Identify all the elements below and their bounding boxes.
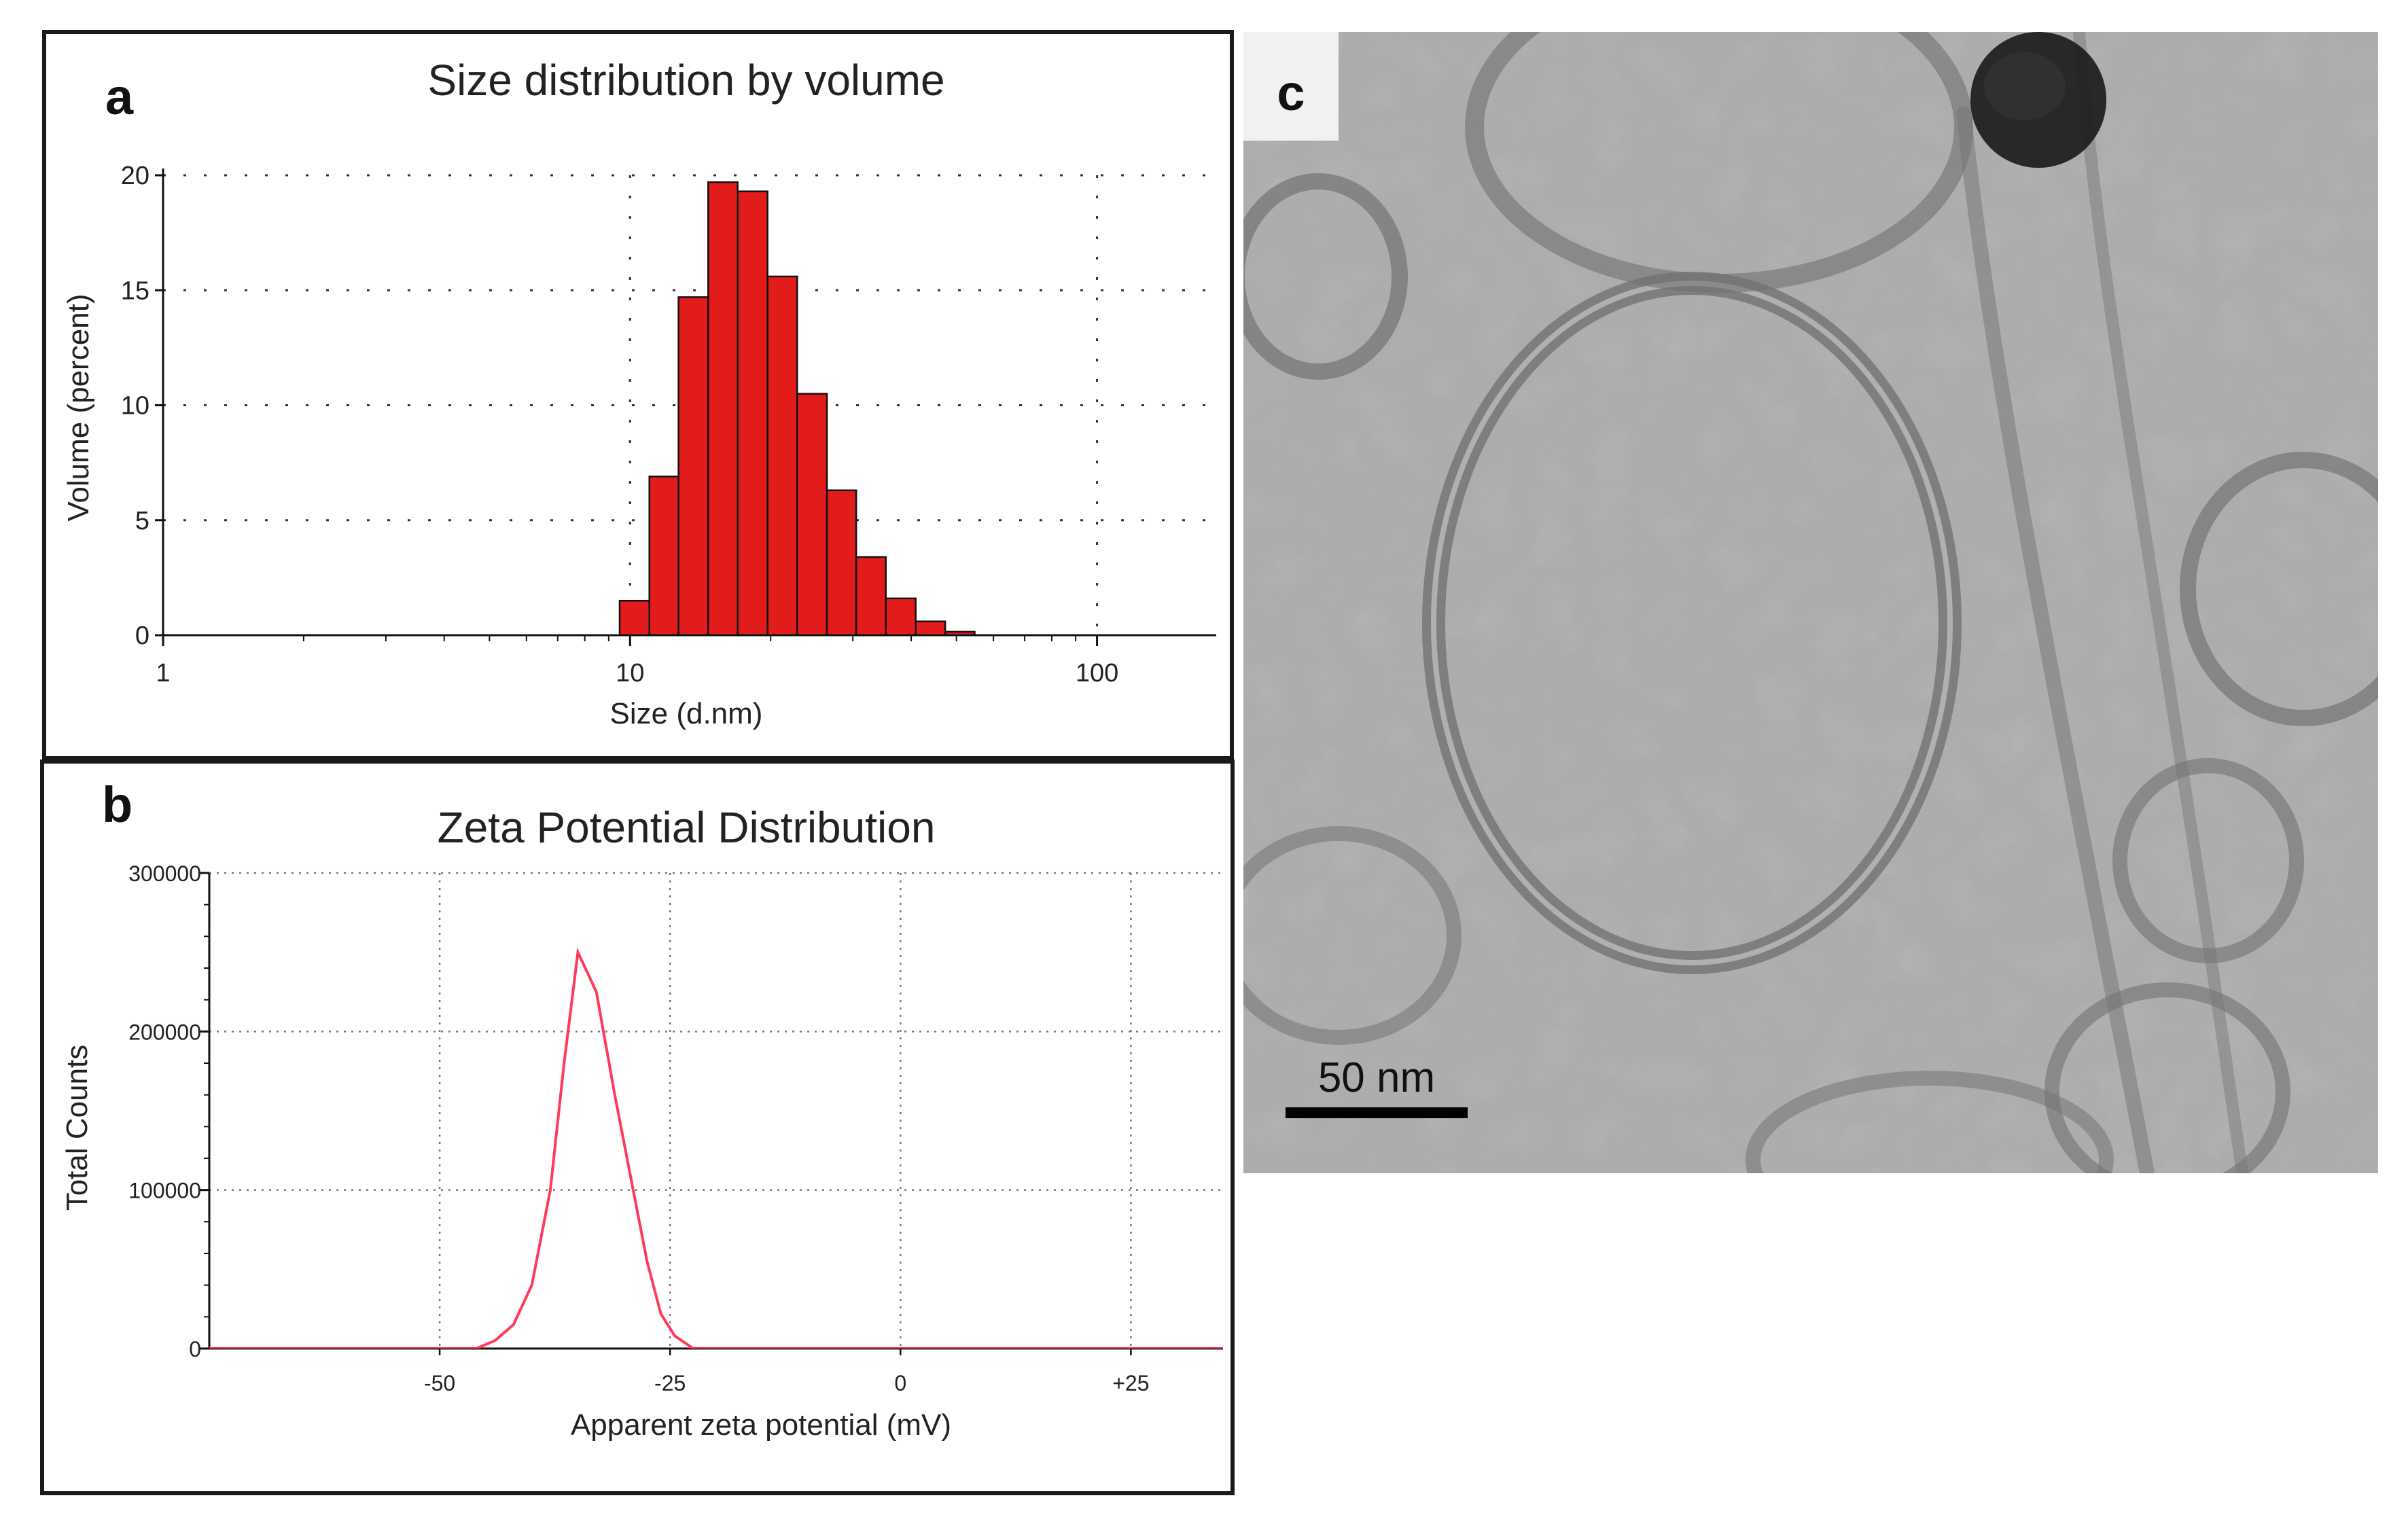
chart-b-x-tick-label-0: 0: [894, 1371, 906, 1395]
panel-c: c 50 nm: [1243, 32, 2378, 1173]
chart-a-bar-5: [737, 190, 768, 637]
chart-a-title: Size distribution by volume: [427, 56, 944, 105]
chart-a-bar-1: [618, 599, 650, 637]
chart-b-y-tick-label-100000: 100000: [128, 1179, 201, 1203]
chart-a-bar-8: [826, 489, 857, 637]
chart-b-y-ticks: 0 100000 200000 300000: [128, 861, 209, 1361]
chart-b-x-label: Apparent zeta potential (mV): [571, 1408, 951, 1442]
chart-a-x-tick-label-100: 100: [1076, 659, 1118, 688]
chart-a-y-tick-label-5: 5: [135, 507, 149, 535]
chart-b-y-tick-label-300000: 300000: [128, 861, 201, 886]
chart-a-y-tick-label-10: 10: [121, 392, 149, 421]
chart-a-y-tick-label-15: 15: [121, 276, 149, 305]
scale-bar: [1286, 1107, 1468, 1118]
chart-a-bar-7: [796, 393, 828, 637]
chart-a-y-tick-label-20: 20: [121, 162, 149, 190]
chart-b-x-tick-label-50: -50: [424, 1371, 455, 1395]
chart-a-axes: [162, 168, 1216, 646]
chart-a-x-label: Size (d.nm): [610, 697, 763, 730]
scale-bar-label: 50 nm: [1318, 1054, 1435, 1101]
chart-a-grid: [163, 174, 1216, 635]
cryo-tem-micrograph: c 50 nm: [1243, 32, 2378, 1173]
chart-a-bar-2: [648, 476, 679, 637]
chart-b-series-line: [209, 947, 1223, 1349]
panel-c-letter: c: [1277, 65, 1305, 121]
chart-b-y-tick-label-0: 0: [189, 1337, 201, 1361]
panel-b-letter: b: [102, 777, 132, 833]
chart-a-bar-10: [885, 597, 917, 637]
chart-b-title: Zeta Potential Distribution: [438, 803, 936, 852]
chart-b-x-tick-label-25: -25: [654, 1371, 686, 1395]
chart-b-y-label: Total Counts: [60, 1045, 94, 1211]
chart-a-bar-6: [766, 275, 798, 637]
panel-a: a Size distribution by volume 0 5 10 15 20 1…: [42, 30, 1234, 760]
panel-b-frame: [40, 760, 1235, 1495]
chart-a-y-tick-label-0: 0: [135, 622, 149, 650]
chart-b-grid: [209, 872, 1223, 1349]
chart-b-y-tick-label-200000: 200000: [128, 1020, 201, 1044]
chart-a-bar-4: [707, 181, 739, 637]
chart-a-x-tick-label-1: 1: [156, 659, 170, 688]
chart-a-bar-3: [677, 296, 709, 637]
chart-a-y-ticks: 0 5 10 15 20: [121, 162, 163, 650]
panel-b: b Zeta Potential Distribution 0 100000 200…: [40, 760, 1235, 1495]
chart-b-x-ticks: -50 -25 0 +25: [424, 1349, 1150, 1395]
chart-a-bar-11: [915, 620, 946, 637]
panel-a-frame: [42, 30, 1234, 760]
chart-b-x-tick-label-25: +25: [1112, 1371, 1149, 1395]
chart-a-bar-9: [855, 556, 887, 637]
chart-a-x-tick-label-10: 10: [616, 659, 644, 688]
chart-a-y-label: Volume (percent): [62, 293, 95, 521]
chart-a-x-ticks: 1 10 100: [156, 659, 1118, 688]
panel-a-letter: a: [105, 69, 134, 125]
